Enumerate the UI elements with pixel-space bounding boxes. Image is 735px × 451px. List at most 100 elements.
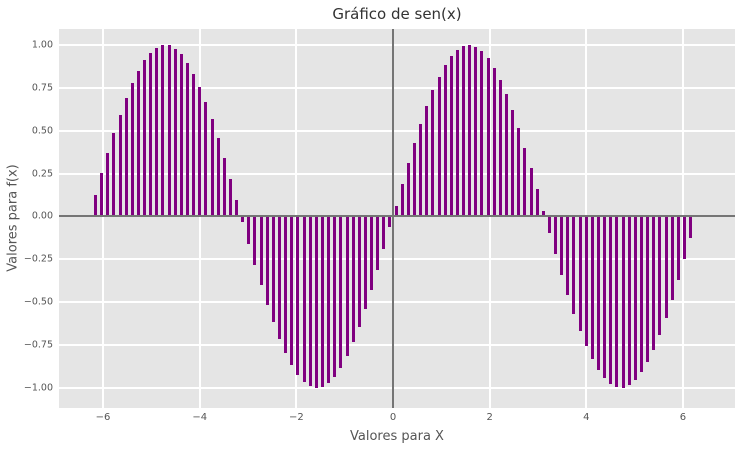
bar [296,216,299,375]
bar [174,48,177,217]
bar [444,65,447,217]
bar [284,216,287,353]
bar [560,216,563,276]
horizontal-gridline [59,301,735,304]
bar [260,216,263,286]
bar [536,189,539,217]
bar [425,106,428,217]
plot-area [59,29,735,408]
bar [309,216,312,387]
bar [346,216,349,357]
bar [683,216,686,260]
y-axis-zero-line [392,29,394,408]
bar [548,216,551,233]
bar [143,60,146,217]
x-tick-label: 6 [679,412,687,423]
x-axis-label: Valores para X [350,429,444,444]
x-tick-label: 2 [486,412,493,423]
bar [480,51,483,217]
bar [407,162,410,217]
bar [303,216,306,382]
bar [376,216,379,270]
bar [523,147,526,217]
bar [585,216,588,347]
bar [456,49,459,217]
bar [253,216,256,265]
bar [450,56,453,217]
bar [658,216,661,335]
bar [198,86,201,217]
x-axis-zero-line [59,215,735,218]
bar [487,58,490,217]
x-tick-label: 4 [583,412,590,423]
bar [628,216,631,386]
bar [542,211,545,217]
vertical-gridline [198,29,201,408]
bar [572,216,575,314]
bar [223,157,226,217]
bar [94,194,97,217]
bar [597,216,600,371]
x-tick-label: 0 [389,412,397,423]
bar [401,183,404,217]
bar [622,216,625,388]
bar [615,216,618,388]
bar [499,79,502,217]
bar [131,83,134,217]
bar [530,168,533,217]
x-tick-label: −2 [288,412,304,423]
bar [462,46,465,217]
bar [517,128,520,217]
chart-title: Gráfico de sen(x) [332,5,462,23]
y-tick-label: −0.25 [23,253,53,265]
bar [161,45,164,217]
bar [106,152,109,217]
bar [278,216,281,339]
horizontal-gridline [59,129,735,132]
y-tick-label: 0.25 [31,168,53,180]
bar [603,216,606,379]
bar [671,216,674,300]
vertical-gridline [488,29,491,408]
bar [112,133,115,217]
bar [186,62,189,217]
bar [554,216,557,255]
bar [505,94,508,217]
bar [677,216,680,281]
bar [419,123,422,217]
bar [321,216,324,387]
bar [204,102,207,217]
bar [352,216,355,343]
bar [333,216,336,377]
bar [137,70,140,217]
bar [217,137,220,217]
bar [327,216,330,384]
bar [235,200,238,217]
y-tick-label: 0.00 [31,210,53,222]
bar [646,216,649,363]
x-tick-label: −6 [95,412,111,423]
bar [370,216,373,291]
bar [364,216,367,310]
y-tick-label: −1.00 [23,382,53,394]
vertical-gridline [102,29,105,408]
bar [100,173,103,217]
bar [180,54,183,217]
y-tick-label: −0.50 [23,296,53,308]
bar [665,216,668,319]
bar [388,216,391,228]
horizontal-gridline [59,386,735,389]
bar [579,216,582,331]
bar [382,216,385,249]
bar [652,216,655,350]
bar [229,178,232,217]
bar [431,90,434,217]
y-tick-label: 1.00 [31,39,53,51]
bar [149,52,152,217]
horizontal-gridline [59,172,735,175]
bar [413,142,416,217]
bar [315,216,318,388]
bar [474,46,477,217]
bar [493,67,496,217]
horizontal-gridline [59,344,735,347]
